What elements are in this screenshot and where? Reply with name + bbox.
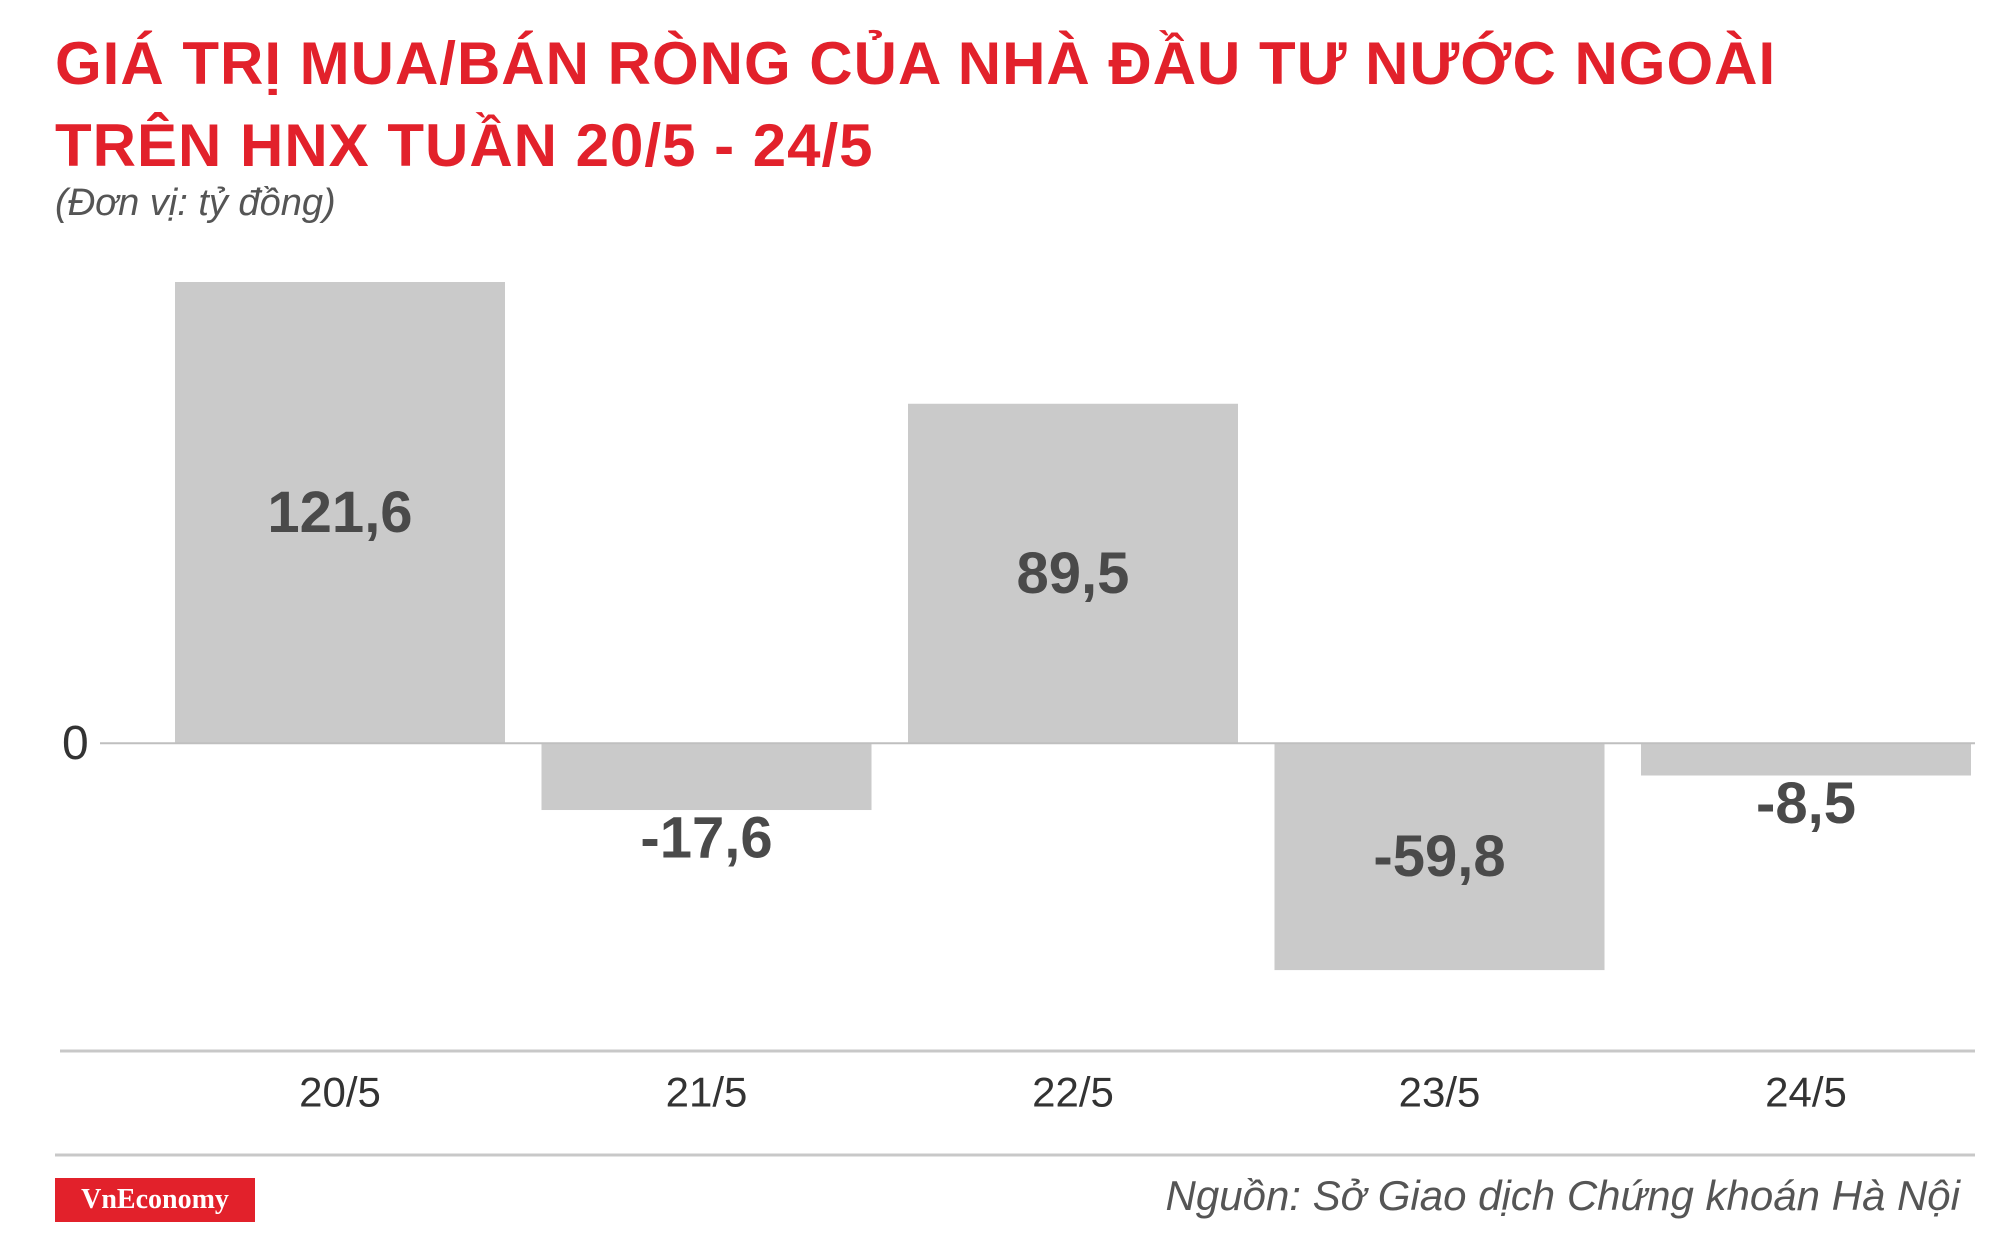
x-tick-label: 23/5 <box>1399 1069 1481 1116</box>
logo-text: VnEconomy <box>81 1184 229 1215</box>
source-note: Nguồn: Sở Giao dịch Chứng khoán Hà Nội <box>1165 1172 1960 1219</box>
x-tick-labels-layer: 20/5 21/5 22/5 23/5 24/5 <box>299 1069 1847 1116</box>
bar-24-5 <box>1641 743 1971 776</box>
x-tick-label: 24/5 <box>1765 1069 1847 1116</box>
bar-20-5 <box>175 282 505 744</box>
bar-value-label: -8,5 <box>1756 771 1856 836</box>
bars-layer <box>175 282 1971 971</box>
x-tick-label: 21/5 <box>666 1069 748 1116</box>
unit-label: (Đơn vị: tỷ đồng) <box>55 182 336 224</box>
x-tick-label: 22/5 <box>1032 1069 1114 1116</box>
bar-value-label: -59,8 <box>1373 824 1505 889</box>
vneconomy-logo: VnEconomy <box>55 1178 255 1222</box>
bar-value-label: 89,5 <box>1017 541 1130 606</box>
bar-value-label: -17,6 <box>640 806 772 871</box>
chart-title-line-2: TRÊN HNX TUẦN 20/5 - 24/5 <box>55 112 874 179</box>
bar-value-label: 121,6 <box>267 480 412 545</box>
x-tick-label: 20/5 <box>299 1069 381 1116</box>
bar-22-5 <box>908 403 1238 744</box>
y-tick-label-zero: 0 <box>62 717 89 770</box>
bar-21-5 <box>541 743 872 811</box>
chart-title-line-1: GIÁ TRỊ MUA/BÁN RÒNG CỦA NHÀ ĐẦU TƯ NƯỚC… <box>55 30 1777 97</box>
bar-23-5 <box>1274 743 1605 971</box>
value-labels-layer: 121,6 -17,6 89,5 -59,8 -8,5 <box>267 480 1856 889</box>
